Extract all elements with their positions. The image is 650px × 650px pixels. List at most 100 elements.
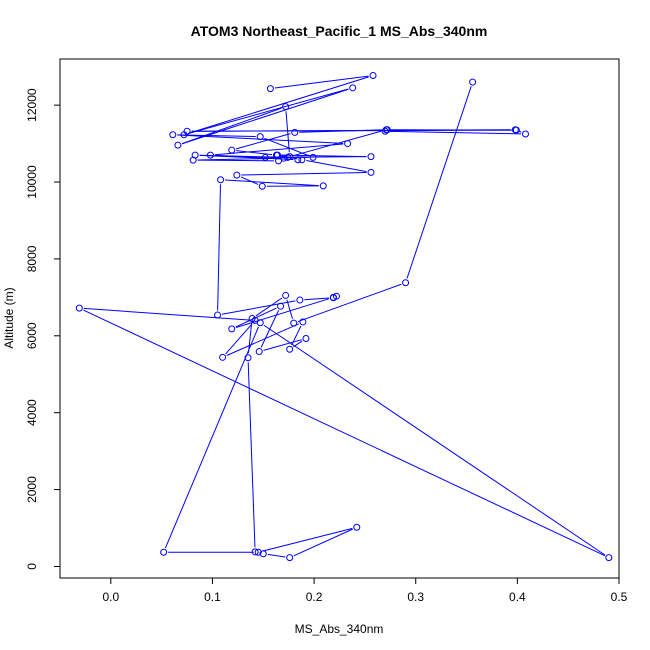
series-line-segment <box>164 326 259 549</box>
data-point <box>248 315 256 322</box>
data-point <box>605 554 613 562</box>
y-tick-label: 8000 <box>25 245 39 272</box>
plot-frame <box>59 58 620 579</box>
data-point <box>367 153 375 161</box>
data-point <box>266 85 274 93</box>
y-tick-label: 0 <box>25 563 39 570</box>
data-point <box>511 126 519 134</box>
data-point <box>274 151 282 159</box>
series-line-segment <box>177 134 256 138</box>
data-point <box>233 171 241 179</box>
data-point <box>367 168 375 176</box>
x-tick-label: 0.5 <box>611 590 628 604</box>
series-line-segment <box>299 129 383 133</box>
data-point <box>469 78 477 86</box>
series-line-segment <box>241 172 367 176</box>
series-line-segment <box>263 324 606 556</box>
y-axis-label: Altitude (m) <box>2 287 16 348</box>
series-line-segment <box>293 528 353 557</box>
data-series <box>75 72 613 562</box>
series-line-segment <box>235 298 330 329</box>
x-axis-label: MS_Abs_340nm <box>295 622 384 636</box>
data-point <box>294 156 302 164</box>
series-line-segment <box>226 323 299 356</box>
series-line-segment <box>188 88 349 135</box>
data-point <box>228 146 236 154</box>
series-line-segment <box>177 134 344 144</box>
data-point <box>255 348 263 356</box>
y-tick-label: 12000 <box>25 88 39 122</box>
series-line-segment <box>286 299 293 319</box>
x-tick-label: 0.4 <box>509 590 526 604</box>
data-point <box>286 345 294 353</box>
series-line-segment <box>217 184 221 311</box>
data-point <box>258 182 266 190</box>
data-point <box>174 141 182 149</box>
data-point <box>369 72 377 80</box>
series-line-segment <box>221 300 296 315</box>
series-line-segment <box>247 362 256 548</box>
data-point <box>381 127 389 135</box>
data-point <box>402 279 410 287</box>
data-point <box>309 153 317 161</box>
series-line-segment <box>255 297 283 317</box>
data-point <box>251 548 259 556</box>
series-line-segment <box>285 111 290 153</box>
x-axis: 0.0 0.1 0.2 0.3 0.4 0.5 <box>102 578 628 604</box>
data-point <box>160 548 168 556</box>
series-line-segment <box>304 297 329 301</box>
series-line-segment <box>263 339 302 351</box>
data-point <box>206 151 214 159</box>
x-tick-label: 0.1 <box>204 590 221 604</box>
data-point <box>296 296 304 304</box>
data-point <box>344 140 352 148</box>
series-line-segment <box>83 309 605 557</box>
x-tick-label: 0.0 <box>102 590 119 604</box>
data-point <box>353 523 361 531</box>
y-tick-label: 10000 <box>25 165 39 199</box>
series-line-segment <box>225 323 253 355</box>
series-line-segment <box>264 137 310 157</box>
y-tick-label: 4000 <box>25 399 39 426</box>
series-line-segment <box>83 307 251 321</box>
series-line-segment <box>262 527 353 552</box>
series-line-segment <box>274 75 369 89</box>
y-tick-label: 2000 <box>25 476 39 503</box>
x-tick-label: 0.2 <box>306 590 323 604</box>
series-line-segment <box>406 86 472 279</box>
data-point <box>169 131 177 139</box>
series-line-segment <box>291 325 302 346</box>
data-point <box>214 311 222 319</box>
data-point <box>228 325 236 333</box>
data-point <box>282 103 290 111</box>
data-point <box>286 554 294 562</box>
series-line-segment <box>214 143 344 156</box>
data-point <box>280 154 288 162</box>
data-point <box>329 293 337 301</box>
x-tick-label: 0.3 <box>407 590 424 604</box>
data-point <box>217 176 225 184</box>
data-point <box>299 318 307 326</box>
series-line-segment <box>240 176 259 185</box>
data-point <box>521 130 529 138</box>
series-line-segment <box>267 553 286 558</box>
data-point <box>319 182 327 190</box>
data-point <box>291 128 299 136</box>
data-point <box>298 156 306 164</box>
y-tick-label: 6000 <box>25 322 39 349</box>
data-point <box>254 548 262 556</box>
series-line-segment <box>235 133 291 150</box>
data-point <box>259 550 267 558</box>
series-line-segment <box>197 157 280 161</box>
series-line-segment <box>225 179 319 187</box>
series-line-segment <box>247 322 253 354</box>
data-point <box>189 156 197 164</box>
data-point <box>75 304 83 312</box>
series-line-segment <box>519 131 522 133</box>
series-line-segment <box>306 160 367 173</box>
data-point <box>256 133 264 141</box>
series-line-segment <box>181 107 282 145</box>
data-point <box>302 334 310 342</box>
series-line-segment <box>182 88 349 145</box>
